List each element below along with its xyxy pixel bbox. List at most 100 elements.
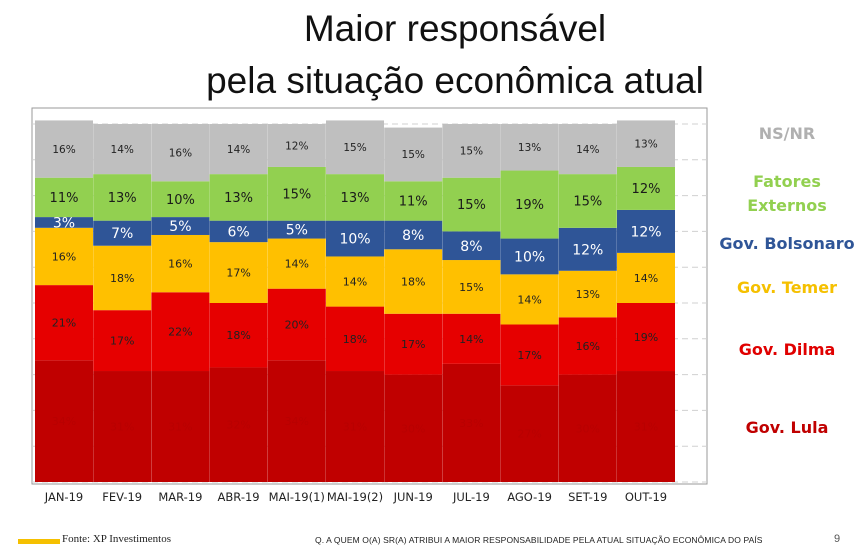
legend-item: Gov. Temer: [737, 278, 837, 297]
legend-item: Gov. Bolsonaro: [719, 234, 855, 253]
bar-gov-bolsonaro: [326, 220, 384, 257]
bar-gov-temer: [93, 245, 152, 311]
data-label-ns-nr: 15%: [343, 142, 366, 154]
bar-gov-dilma: [617, 303, 675, 372]
legend-item: NS/NR: [758, 124, 816, 143]
data-label-gov-temer: 14%: [285, 258, 309, 271]
x-tick-label: MAI-19(2): [327, 490, 383, 504]
bar-fatores-externos: [35, 177, 93, 218]
legend-item: Gov. Lula: [745, 418, 829, 437]
bar-gov-bolsonaro: [500, 238, 559, 275]
bar-gov-bolsonaro: [384, 220, 443, 250]
data-label-gov-lula: 31%: [343, 420, 367, 433]
bar-gov-dilma: [35, 285, 93, 361]
bar-ns-nr: [151, 124, 210, 182]
bar-gov-temer: [500, 274, 559, 325]
bar-ns-nr: [442, 124, 501, 178]
bar-ns-nr: [617, 120, 675, 167]
data-label-gov-lula: 30%: [576, 422, 600, 435]
bar-gov-temer: [35, 227, 93, 286]
data-label-fatores-externos: 15%: [457, 198, 486, 213]
bar-ns-nr: [267, 124, 326, 167]
data-label-gov-dilma: 14%: [459, 333, 483, 346]
data-label-gov-dilma: 22%: [168, 326, 192, 339]
data-label-gov-lula: 27%: [517, 428, 541, 441]
bar-gov-dilma: [326, 306, 384, 372]
data-label-gov-bolsonaro: 10%: [514, 250, 545, 266]
bar-gov-dilma: [209, 303, 268, 368]
data-label-gov-dilma: 17%: [517, 349, 541, 362]
bar-ns-nr: [326, 120, 384, 175]
bar-ns-nr: [209, 124, 268, 175]
bar-gov-bolsonaro: [35, 217, 93, 228]
bar-fatores-externos: [384, 181, 443, 221]
data-label-fatores-externos: 15%: [282, 187, 311, 202]
data-label-gov-bolsonaro: 10%: [339, 232, 370, 248]
bar-fatores-externos: [93, 174, 152, 221]
bar-fatores-externos: [558, 174, 617, 228]
bar-gov-lula: [384, 374, 443, 482]
bar-gov-lula: [35, 360, 93, 482]
data-label-ns-nr: 13%: [518, 142, 541, 154]
bar-gov-temer: [617, 252, 675, 303]
data-label-ns-nr: 15%: [460, 146, 483, 158]
data-label-gov-bolsonaro: 5%: [286, 223, 308, 239]
data-label-gov-lula: 32%: [226, 419, 250, 432]
bar-gov-bolsonaro: [209, 220, 268, 243]
bar-fatores-externos: [500, 170, 559, 239]
data-label-fatores-externos: 19%: [515, 198, 544, 213]
bar-gov-bolsonaro: [442, 231, 501, 261]
chart-title-line-1: Maior responsável: [303, 8, 607, 49]
data-label-fatores-externos: 15%: [573, 195, 602, 210]
data-label-gov-bolsonaro: 3%: [53, 215, 75, 231]
bar-fatores-externos: [617, 166, 675, 210]
bar-gov-lula: [267, 360, 326, 482]
data-label-gov-lula: 34%: [52, 415, 76, 428]
data-label-gov-bolsonaro: 6%: [227, 224, 249, 240]
data-label-ns-nr: 12%: [285, 140, 308, 152]
data-label-gov-dilma: 19%: [634, 331, 658, 344]
x-tick-label: OUT-19: [625, 490, 667, 504]
bar-gov-lula: [93, 371, 152, 482]
bar-gov-dilma: [267, 288, 326, 361]
data-label-ns-nr: 13%: [634, 138, 657, 150]
x-tick-label: FEV-19: [102, 490, 142, 504]
data-label-gov-dilma: 18%: [226, 329, 250, 342]
data-label-gov-temer: 18%: [401, 275, 425, 288]
bar-gov-bolsonaro: [93, 220, 152, 246]
data-label-gov-bolsonaro: 8%: [460, 239, 482, 255]
data-label-gov-lula: 30%: [401, 422, 425, 435]
x-tick-label: SET-19: [568, 490, 607, 504]
bar-ns-nr: [558, 124, 617, 175]
bar-gov-temer: [151, 234, 210, 293]
data-label-gov-lula: 31%: [634, 420, 658, 433]
x-tick-label: AGO-19: [507, 490, 552, 504]
bar-gov-bolsonaro: [267, 220, 326, 239]
bar-gov-temer: [384, 249, 443, 314]
bar-fatores-externos: [151, 181, 210, 218]
bar-gov-temer: [209, 242, 268, 303]
bar-gov-lula: [442, 363, 501, 482]
data-label-gov-temer: 14%: [517, 293, 541, 306]
data-label-gov-lula: 31%: [110, 420, 134, 433]
data-label-gov-dilma: 16%: [576, 340, 600, 353]
data-label-gov-temer: 13%: [576, 288, 600, 301]
bar-gov-dilma: [384, 313, 443, 375]
data-label-gov-temer: 17%: [226, 267, 250, 280]
bar-ns-nr: [500, 124, 559, 171]
x-tick-label: JUN-19: [393, 490, 433, 504]
data-label-ns-nr: 15%: [402, 149, 425, 161]
data-label-gov-temer: 16%: [168, 258, 192, 271]
bar-ns-nr: [35, 120, 93, 178]
bar-gov-dilma: [442, 313, 501, 364]
footer-question: Q. A QUEM O(A) SR(A) ATRIBUI A MAIOR RES…: [315, 535, 763, 545]
bar-gov-dilma: [500, 324, 559, 386]
data-label-gov-bolsonaro: 12%: [630, 224, 661, 240]
data-label-gov-temer: 15%: [459, 281, 483, 294]
bar-ns-nr: [384, 127, 443, 182]
bar-gov-lula: [558, 374, 617, 482]
data-label-fatores-externos: 12%: [632, 182, 661, 197]
x-tick-label: MAI-19(1): [269, 490, 325, 504]
data-label-gov-lula: 33%: [459, 417, 483, 430]
